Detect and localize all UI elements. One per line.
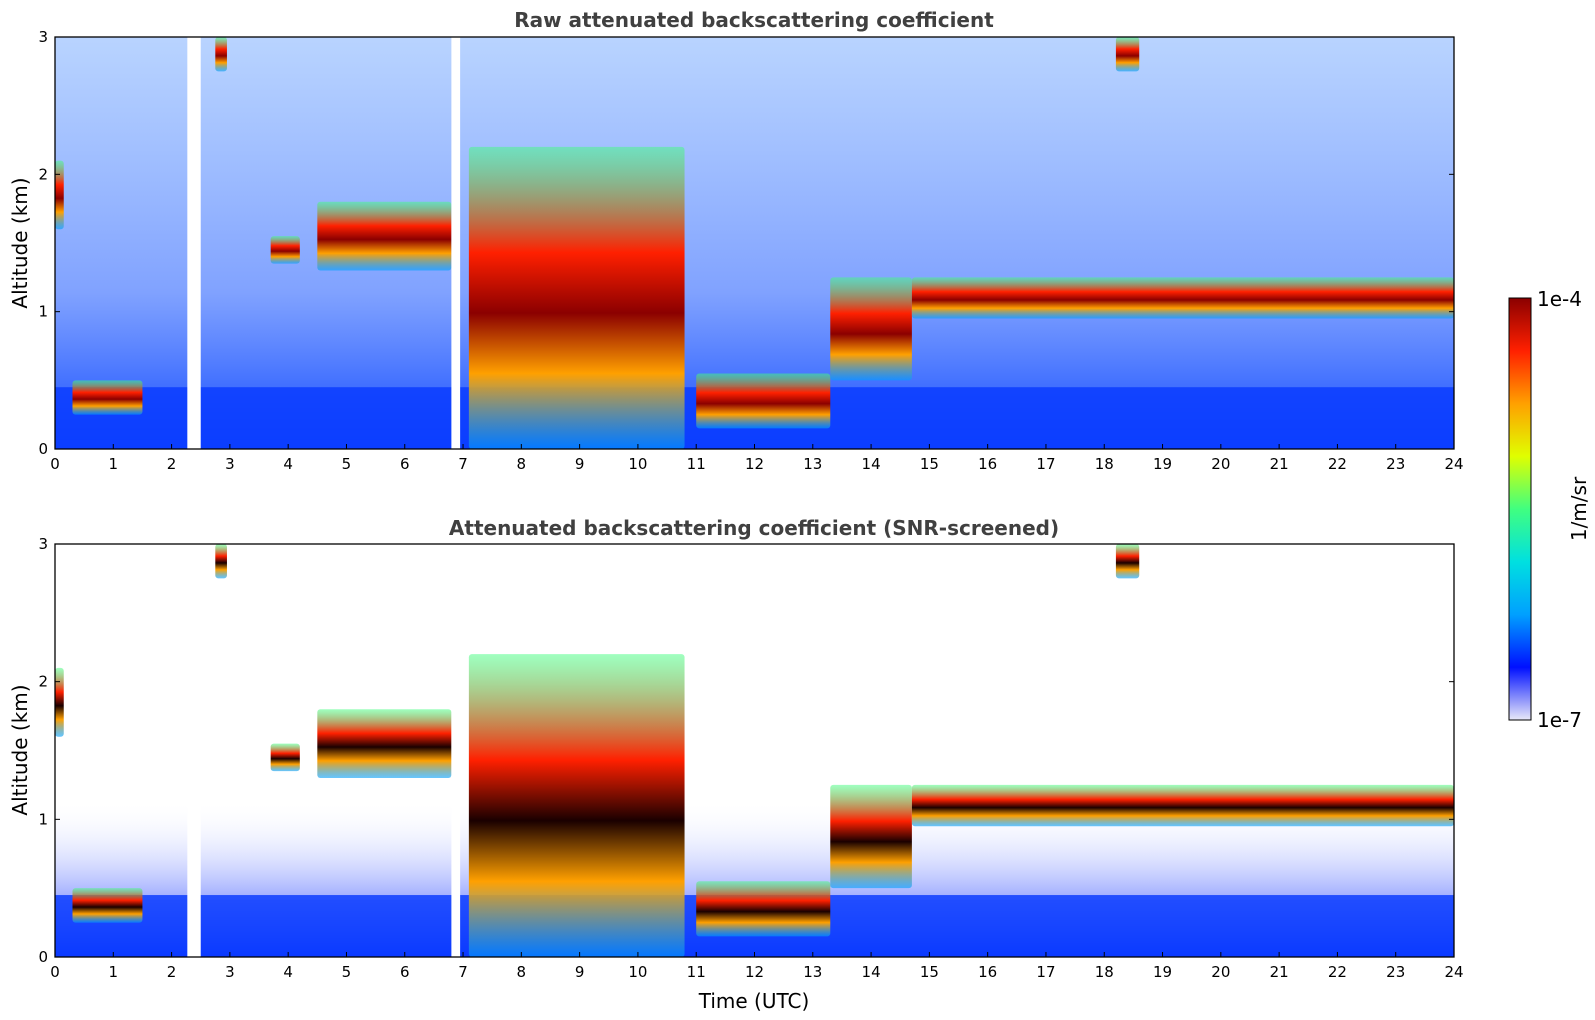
- x-tick-label: 16: [978, 963, 997, 981]
- x-tick-label: 17: [1036, 455, 1055, 473]
- x-tick-label: 6: [400, 455, 410, 473]
- raw-panel-title: Raw attenuated backscattering coefficien…: [514, 8, 994, 32]
- y-tick-label: 0: [38, 440, 48, 458]
- x-tick-label: 24: [1444, 963, 1463, 981]
- x-tick-label: 0: [50, 455, 60, 473]
- cloud-layer: [830, 784, 912, 889]
- cloud-layer: [55, 160, 64, 230]
- x-tick-label: 22: [1328, 963, 1347, 981]
- data-gap: [187, 37, 201, 449]
- x-tick-label: 8: [517, 455, 527, 473]
- x-tick-label: 18: [1095, 455, 1114, 473]
- x-tick-label: 2: [167, 963, 177, 981]
- data-gap: [451, 37, 461, 449]
- cloud-layer: [911, 784, 1454, 827]
- raw-heatmap: [55, 37, 1454, 449]
- x-tick-label: 21: [1270, 455, 1289, 473]
- x-tick-label: 10: [628, 963, 647, 981]
- x-tick-label: 7: [458, 455, 468, 473]
- x-tick-label: 23: [1386, 455, 1405, 473]
- x-tick-label: 15: [920, 963, 939, 981]
- colorbar-unit-label: 1/m/sr: [1567, 476, 1591, 541]
- x-tick-label: 11: [687, 455, 706, 473]
- raw-axis-ticks: 0 1 2 3 4 5 6 7 8 9 10 11 12 13 14 15 16 17 18 19 20 21 22 23 24…: [38, 28, 1463, 473]
- x-tick-label: 23: [1386, 963, 1405, 981]
- cloud-layer: [270, 743, 300, 772]
- x-tick-label: 14: [862, 455, 881, 473]
- cloud-layer: [696, 881, 831, 937]
- x-tick-label: 0: [50, 963, 60, 981]
- cloud-layer: [696, 373, 831, 429]
- x-tick-label: 17: [1036, 963, 1055, 981]
- x-tick-label: 9: [575, 455, 585, 473]
- x-tick-label: 6: [400, 963, 410, 981]
- y-tick-label: 1: [38, 810, 48, 828]
- data-gap: [451, 544, 461, 957]
- data-gap: [187, 544, 201, 957]
- cloud-layer: [72, 888, 143, 923]
- x-tick-label: 13: [803, 455, 822, 473]
- cloud-layer: [468, 146, 685, 449]
- snr-axis-ticks: 0 1 2 3 4 5 6 7 8 9 10 11 12 13 14 15 16 17 18 19 20 21 22 23 24…: [38, 535, 1463, 981]
- x-tick-label: 15: [920, 455, 939, 473]
- x-tick-label: 16: [978, 455, 997, 473]
- snr-y-axis-label: Altitude (km): [8, 684, 32, 815]
- x-tick-label: 20: [1211, 455, 1230, 473]
- x-tick-label: 3: [225, 963, 235, 981]
- snr-heatmap: [55, 544, 1454, 957]
- x-tick-label: 12: [745, 455, 764, 473]
- x-tick-label: 11: [687, 963, 706, 981]
- y-tick-label: 1: [38, 303, 48, 321]
- x-tick-label: 9: [575, 963, 585, 981]
- y-tick-label: 3: [38, 28, 48, 46]
- x-tick-label: 7: [458, 963, 468, 981]
- y-tick-label: 0: [38, 948, 48, 966]
- x-tick-label: 20: [1211, 963, 1230, 981]
- cloud-layer: [215, 544, 227, 579]
- x-tick-label: 18: [1095, 963, 1114, 981]
- cloud-layer: [911, 277, 1454, 319]
- x-tick-label: 4: [283, 963, 293, 981]
- snr-panel-title: Attenuated backscattering coefficient (S…: [449, 516, 1059, 540]
- x-tick-label: 5: [342, 963, 352, 981]
- y-tick-label: 3: [38, 535, 48, 553]
- y-tick-label: 2: [38, 673, 48, 691]
- cloud-layer: [270, 236, 300, 264]
- colorbar-gradient: [1508, 297, 1532, 721]
- cloud-layer: [830, 277, 912, 381]
- x-tick-label: 21: [1270, 963, 1289, 981]
- cloud-layer: [317, 201, 452, 271]
- x-tick-label: 24: [1444, 455, 1463, 473]
- x-tick-label: 19: [1153, 455, 1172, 473]
- cloud-layer: [72, 380, 143, 415]
- x-tick-label: 1: [109, 455, 119, 473]
- cloud-layer: [215, 37, 227, 72]
- cloud-layer: [55, 667, 64, 737]
- colorbar-min-label: 1e-7: [1537, 708, 1582, 732]
- colorbar: 1e-4 1e-7 1/m/sr: [1508, 287, 1591, 732]
- x-tick-label: 12: [745, 963, 764, 981]
- snr-screened-panel: Attenuated backscattering coefficient (S…: [8, 516, 1464, 1013]
- cloud-layer: [317, 709, 452, 779]
- x-tick-label: 14: [862, 963, 881, 981]
- y-tick-label: 2: [38, 165, 48, 183]
- x-tick-label: 2: [167, 455, 177, 473]
- x-tick-label: 19: [1153, 963, 1172, 981]
- colorbar-max-label: 1e-4: [1537, 287, 1582, 311]
- cloud-layer: [1115, 37, 1140, 72]
- x-tick-label: 22: [1328, 455, 1347, 473]
- cloud-layer: [468, 654, 685, 957]
- cloud-layer: [1115, 544, 1140, 579]
- x-tick-label: 5: [342, 455, 352, 473]
- x-tick-label: 4: [283, 455, 293, 473]
- x-tick-label: 10: [628, 455, 647, 473]
- x-tick-label: 13: [803, 963, 822, 981]
- x-tick-label: 1: [109, 963, 119, 981]
- x-tick-label: 3: [225, 455, 235, 473]
- x-axis-label: Time (UTC): [698, 989, 810, 1013]
- raw-backscatter-panel: Raw attenuated backscattering coefficien…: [8, 8, 1464, 473]
- x-tick-label: 8: [517, 963, 527, 981]
- raw-y-axis-label: Altitude (km): [8, 177, 32, 308]
